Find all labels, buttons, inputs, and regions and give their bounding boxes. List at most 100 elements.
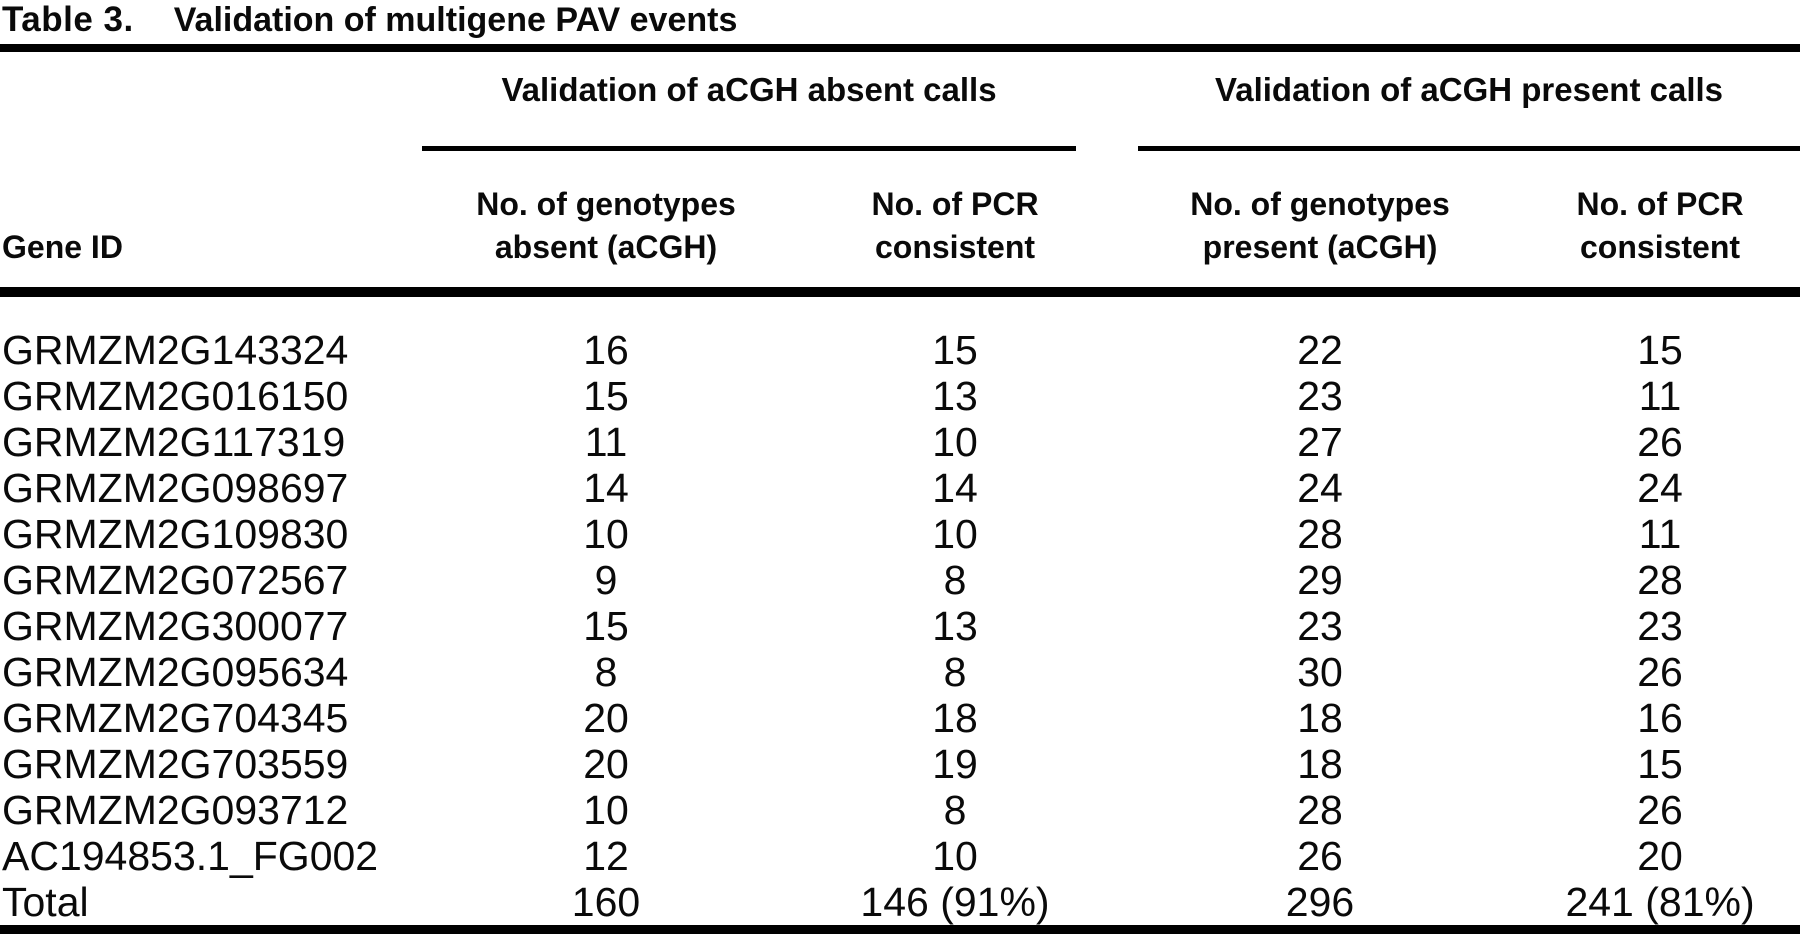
- value-cell: 20: [1637, 833, 1683, 879]
- gene-id-cell: AC194853.1_FG002: [2, 833, 379, 879]
- validation-table: Validation of aCGH absent calls Validati…: [0, 44, 1800, 934]
- value-cell: 9: [594, 557, 618, 603]
- column-header-line: present (aCGH): [1202, 229, 1438, 265]
- table-row: GRMZM2G095634 8 8 30 26: [0, 649, 1800, 695]
- value-cell: 16: [583, 327, 629, 373]
- table-row: GRMZM2G300077 15 13 23 23: [0, 603, 1800, 649]
- gene-id-cell: GRMZM2G143324: [2, 327, 349, 373]
- value-cell: 20: [583, 695, 629, 741]
- value-cell: 13: [932, 373, 978, 419]
- value-cell: 18: [932, 695, 978, 741]
- value-cell: 26: [1637, 419, 1683, 465]
- table-row: GRMZM2G704345 20 18 18 16: [0, 695, 1800, 741]
- value-cell: 15: [1637, 327, 1683, 373]
- column-header-present-genotypes: No. of genotypes present (aCGH): [1120, 151, 1521, 297]
- gene-id-cell: GRMZM2G703559: [2, 741, 349, 787]
- column-header-absent-genotypes: No. of genotypes absent (aCGH): [422, 151, 790, 297]
- value-cell: 10: [583, 787, 629, 833]
- value-cell: 16: [1637, 695, 1683, 741]
- column-header-line: consistent: [1580, 229, 1741, 265]
- column-header-gene-id: Gene ID: [0, 151, 422, 297]
- gene-id-cell: GRMZM2G300077: [2, 603, 349, 649]
- value-cell: 26: [1637, 787, 1683, 833]
- group-header-present: Validation of aCGH present calls: [1120, 44, 1800, 151]
- value-cell: 8: [943, 649, 967, 695]
- value-cell: 23: [1297, 373, 1343, 419]
- value-cell: 14: [932, 465, 978, 511]
- group-header-absent-label: Validation of aCGH absent calls: [422, 70, 1077, 151]
- value-cell: 28: [1297, 787, 1343, 833]
- value-cell: 15: [1637, 741, 1683, 787]
- table-row: GRMZM2G703559 20 19 18 15: [0, 741, 1800, 787]
- column-header-row: Gene ID No. of genotypes absent (aCGH) N…: [0, 151, 1800, 297]
- value-cell: 26: [1637, 649, 1683, 695]
- gene-id-cell: GRMZM2G016150: [2, 373, 349, 419]
- column-header-line: No. of genotypes: [1190, 186, 1450, 222]
- value-cell: 10: [932, 419, 978, 465]
- table-title: Validation of multigene PAV events: [173, 1, 738, 39]
- value-cell: 15: [583, 603, 629, 649]
- value-cell: 26: [1297, 833, 1343, 879]
- total-label-cell: Total: [0, 879, 422, 934]
- value-cell: 19: [932, 741, 978, 787]
- table-row: GRMZM2G098697 14 14 24 24: [0, 465, 1800, 511]
- column-header-line: No. of PCR: [1576, 186, 1744, 222]
- group-header-present-label: Validation of aCGH present calls: [1138, 70, 1800, 151]
- value-cell: 24: [1637, 465, 1683, 511]
- table-row: GRMZM2G016150 15 13 23 11: [0, 373, 1800, 419]
- value-cell: 28: [1297, 511, 1343, 557]
- column-header-pcr-absent: No. of PCR consistent: [790, 151, 1121, 297]
- table-row: GRMZM2G109830 10 10 28 11: [0, 511, 1800, 557]
- column-header-line: consistent: [874, 229, 1036, 265]
- gene-id-cell: GRMZM2G109830: [2, 511, 349, 557]
- value-cell: 20: [583, 741, 629, 787]
- value-cell: 22: [1297, 327, 1343, 373]
- column-header-line: No. of genotypes: [476, 186, 736, 222]
- value-cell: 10: [932, 833, 978, 879]
- total-value-cell: 241 (81%): [1520, 879, 1800, 934]
- value-cell: 8: [943, 557, 967, 603]
- total-value-cell: 146 (91%): [790, 879, 1121, 934]
- column-header-line: No. of PCR: [871, 186, 1039, 222]
- group-header-spacer: [0, 44, 422, 151]
- value-cell: 12: [583, 833, 629, 879]
- total-value-cell: 296: [1120, 879, 1521, 934]
- value-cell: 18: [1297, 695, 1343, 741]
- table-row: AC194853.1_FG002 12 10 26 20: [0, 833, 1800, 879]
- table-number-label: Table 3.: [2, 0, 134, 39]
- column-header-line: absent (aCGH): [494, 229, 718, 265]
- gene-id-cell: GRMZM2G117319: [2, 419, 346, 465]
- table-row: GRMZM2G117319 11 10 27 26: [0, 419, 1800, 465]
- value-cell: 8: [943, 787, 967, 833]
- value-cell: 15: [932, 327, 978, 373]
- value-cell: 23: [1637, 603, 1683, 649]
- value-cell: 8: [594, 649, 618, 695]
- total-value-cell: 160: [422, 879, 790, 934]
- value-cell: 18: [1297, 741, 1343, 787]
- gene-id-cell: GRMZM2G093712: [2, 787, 349, 833]
- gene-id-cell: GRMZM2G095634: [2, 649, 349, 695]
- column-header-pcr-present: No. of PCR consistent: [1520, 151, 1800, 297]
- value-cell: 11: [1638, 511, 1682, 557]
- value-cell: 15: [583, 373, 629, 419]
- value-cell: 10: [932, 511, 978, 557]
- value-cell: 30: [1297, 649, 1343, 695]
- group-header-row: Validation of aCGH absent calls Validati…: [0, 44, 1800, 151]
- table-caption: Table 3. Validation of multigene PAV eve…: [0, 0, 1800, 44]
- gene-id-cell: GRMZM2G072567: [2, 557, 349, 603]
- value-cell: 11: [584, 419, 628, 465]
- value-cell: 23: [1297, 603, 1343, 649]
- value-cell: 24: [1297, 465, 1343, 511]
- value-cell: 10: [583, 511, 629, 557]
- group-header-absent: Validation of aCGH absent calls: [422, 44, 1121, 151]
- value-cell: 14: [583, 465, 629, 511]
- total-row: Total 160 146 (91%) 296 241 (81%): [0, 879, 1800, 934]
- gene-id-cell: GRMZM2G704345: [2, 695, 349, 741]
- value-cell: 28: [1637, 557, 1683, 603]
- gene-id-cell: GRMZM2G098697: [2, 465, 349, 511]
- value-cell: 27: [1297, 419, 1343, 465]
- table-row: GRMZM2G143324 16 15 22 15: [0, 292, 1800, 373]
- table-row: GRMZM2G093712 10 8 28 26: [0, 787, 1800, 833]
- table-row: GRMZM2G072567 9 8 29 28: [0, 557, 1800, 603]
